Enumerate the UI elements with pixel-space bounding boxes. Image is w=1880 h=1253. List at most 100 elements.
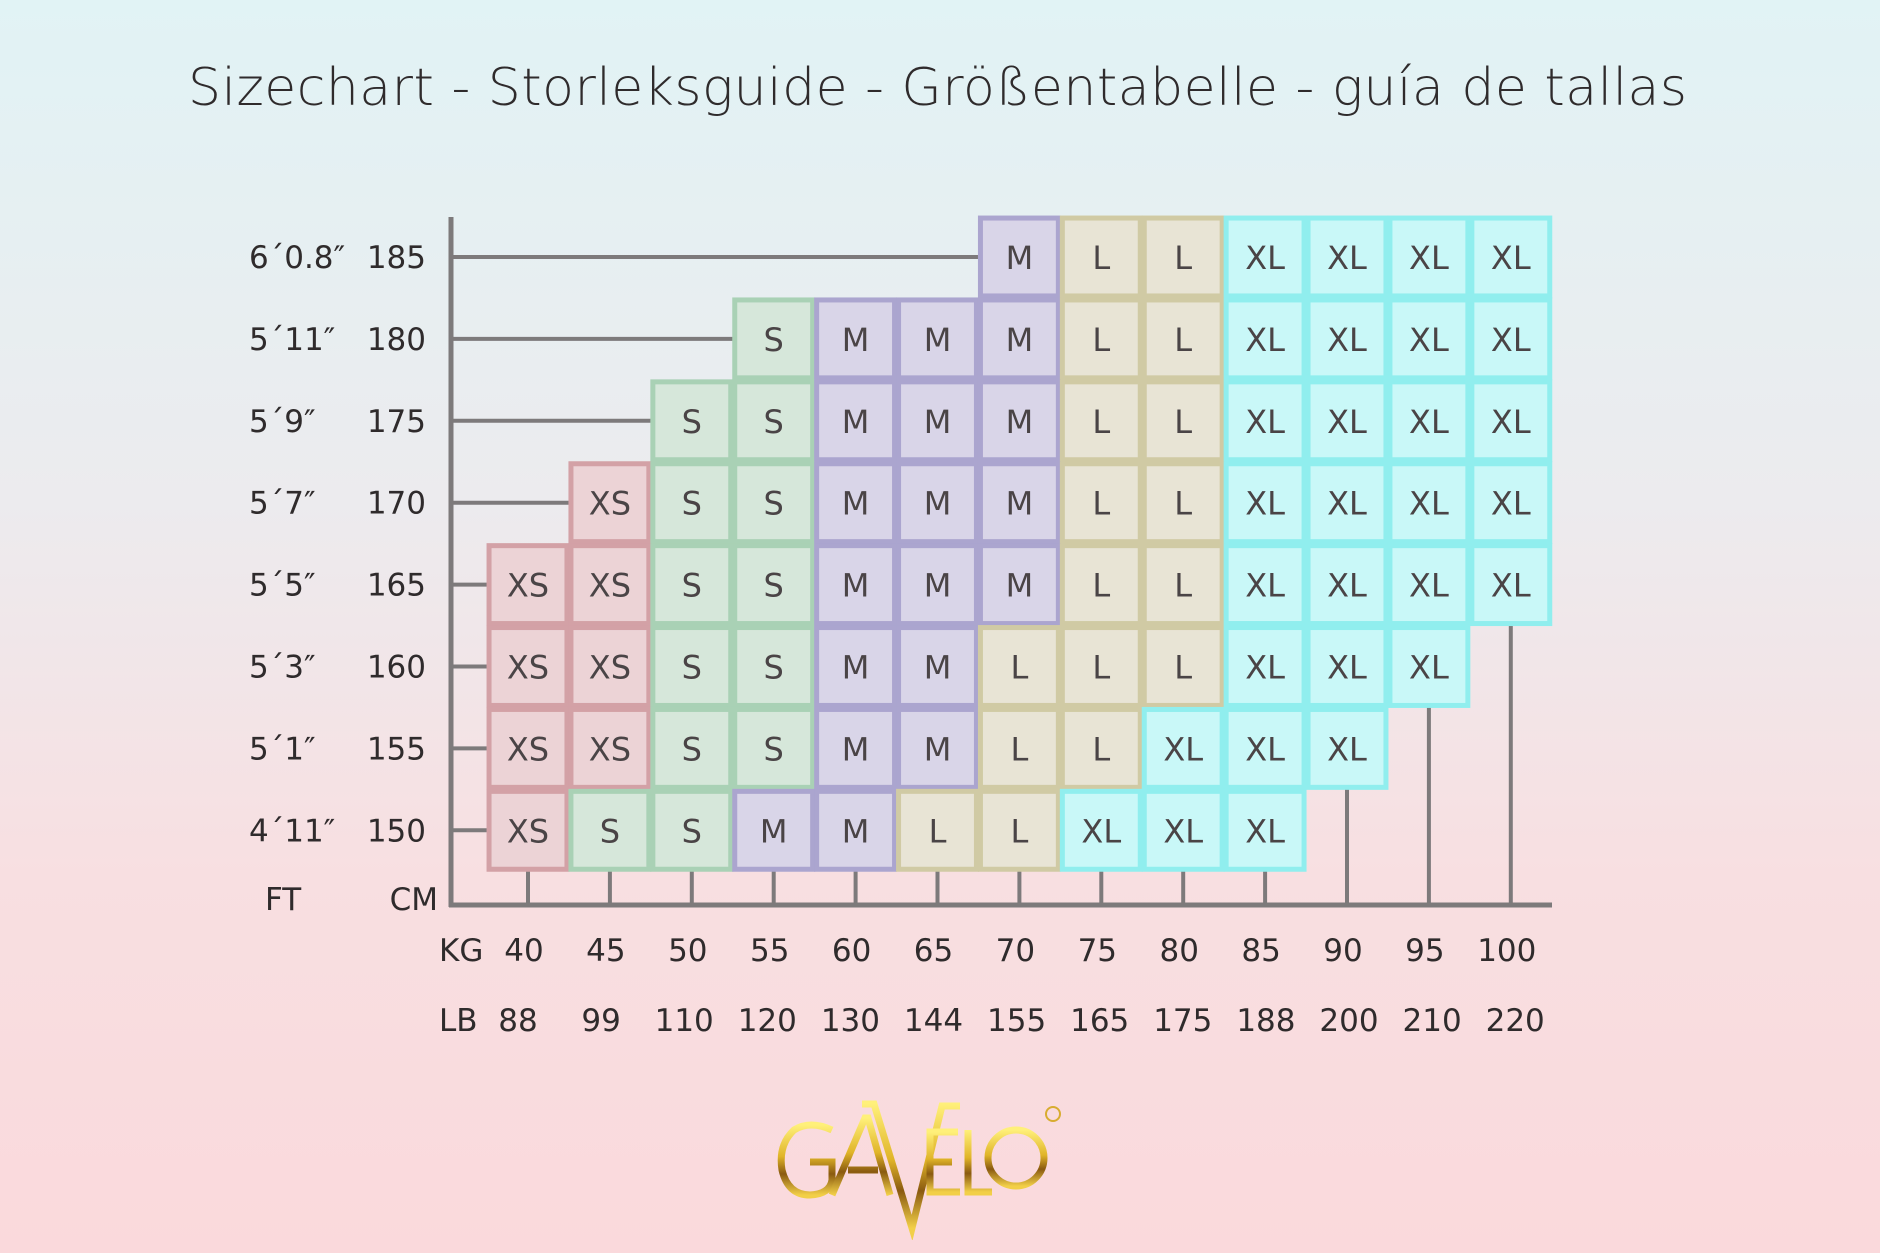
size-cell xyxy=(1141,297,1225,381)
size-cell-label: S xyxy=(764,321,784,359)
size-cell xyxy=(977,543,1061,627)
weight-kg-label: 100 xyxy=(1477,933,1536,969)
size-cell xyxy=(977,379,1061,463)
size-cell-label: XS xyxy=(507,649,549,687)
size-cell xyxy=(977,625,1061,708)
size-cell-label: L xyxy=(1092,567,1110,605)
size-cell xyxy=(1387,625,1471,708)
size-cell-label: M xyxy=(924,485,952,523)
size-cell-label: M xyxy=(1006,567,1034,605)
weight-kg-label: 45 xyxy=(586,933,625,969)
lb-header: LB xyxy=(439,1003,478,1039)
size-cell-label: M xyxy=(924,321,952,359)
size-cell xyxy=(1305,215,1389,299)
size-cell-label: XL xyxy=(1327,403,1367,441)
size-cell xyxy=(732,379,816,463)
weight-kg-label: 80 xyxy=(1159,933,1198,969)
size-cell xyxy=(1387,379,1471,463)
size-cell-label: S xyxy=(764,403,784,441)
size-cell-label: M xyxy=(924,567,952,605)
size-cell-label: L xyxy=(1174,485,1192,523)
size-cell-label: XL xyxy=(1245,403,1285,441)
size-cell-label: XL xyxy=(1409,567,1449,605)
weight-lb-label: 220 xyxy=(1486,1003,1545,1039)
size-cell-label: XL xyxy=(1327,321,1367,359)
size-cell xyxy=(1305,625,1389,708)
size-cell-label: S xyxy=(682,649,702,687)
size-cell xyxy=(814,706,898,790)
height-cm-label: 155 xyxy=(367,731,426,767)
size-cell xyxy=(977,461,1061,545)
size-cell xyxy=(1223,379,1307,463)
size-cell xyxy=(1059,543,1143,627)
size-cell-label: XL xyxy=(1491,485,1531,523)
weight-lb-label: 188 xyxy=(1236,1003,1295,1039)
weight-kg-label: 50 xyxy=(668,933,707,969)
size-cell-label: XL xyxy=(1245,485,1285,523)
size-cell xyxy=(1141,788,1225,872)
size-cell-label: XL xyxy=(1327,567,1367,605)
size-cell-label: XS xyxy=(507,730,549,768)
size-cell-label: XL xyxy=(1245,239,1285,277)
size-cell xyxy=(1469,215,1553,299)
size-cell-label: M xyxy=(842,812,870,850)
size-cell-label: XL xyxy=(1081,812,1121,850)
size-cell xyxy=(814,788,898,872)
weight-lb-label: 120 xyxy=(738,1003,797,1039)
size-cell-label: S xyxy=(764,567,784,605)
size-cell xyxy=(732,706,816,790)
size-cell-label: M xyxy=(842,649,870,687)
size-cell xyxy=(1469,379,1553,463)
size-cell-label: XL xyxy=(1245,730,1285,768)
size-cell-label: XL xyxy=(1491,567,1531,605)
size-cell-label: M xyxy=(842,403,870,441)
size-cell xyxy=(1223,215,1307,299)
height-ft-label: 5´5″ xyxy=(249,568,316,604)
size-cell xyxy=(896,379,979,463)
weight-lb-label: 130 xyxy=(821,1003,880,1039)
size-cell xyxy=(1305,543,1389,627)
height-ft-label: 6´0.8″ xyxy=(249,240,345,276)
size-cell-label: S xyxy=(764,730,784,768)
size-cell-label: L xyxy=(1010,649,1028,687)
weight-kg-label: 60 xyxy=(832,933,871,969)
size-cell xyxy=(1223,788,1307,872)
size-cell xyxy=(568,625,652,708)
size-cell-label: L xyxy=(1092,403,1110,441)
size-cell xyxy=(1305,379,1389,463)
size-cell xyxy=(568,788,652,872)
height-ft-label: 5´1″ xyxy=(249,731,316,767)
size-cell xyxy=(568,706,652,790)
size-cell xyxy=(814,461,898,545)
size-cell xyxy=(1305,706,1389,790)
size-cell-label: XL xyxy=(1327,239,1367,277)
size-cell xyxy=(896,461,979,545)
size-cell xyxy=(1387,215,1471,299)
weight-lb-label: 210 xyxy=(1403,1003,1462,1039)
size-cell xyxy=(1141,625,1225,708)
size-cell xyxy=(977,788,1061,872)
weight-lb-label: 165 xyxy=(1070,1003,1129,1039)
size-cell xyxy=(977,297,1061,381)
size-cell xyxy=(1387,297,1471,381)
size-cell xyxy=(650,706,734,790)
height-cm-label: 165 xyxy=(367,568,426,604)
size-cell xyxy=(486,625,570,708)
size-cell xyxy=(1141,215,1225,299)
size-cell xyxy=(1059,625,1143,708)
size-cell-label: M xyxy=(924,730,952,768)
size-cell xyxy=(814,379,898,463)
size-cell-label: L xyxy=(929,812,947,850)
size-cell-label: S xyxy=(682,730,702,768)
size-cell-label: M xyxy=(924,403,952,441)
size-cell xyxy=(1141,461,1225,545)
cm-header: CM xyxy=(390,882,438,918)
size-cell xyxy=(568,543,652,627)
size-cell xyxy=(486,706,570,790)
size-cell-label: XL xyxy=(1491,403,1531,441)
weight-lb-label: 99 xyxy=(581,1003,620,1039)
size-cell xyxy=(814,543,898,627)
size-cell xyxy=(977,215,1061,299)
size-cell-label: S xyxy=(682,812,702,850)
gavelo-logo xyxy=(777,1100,1061,1240)
